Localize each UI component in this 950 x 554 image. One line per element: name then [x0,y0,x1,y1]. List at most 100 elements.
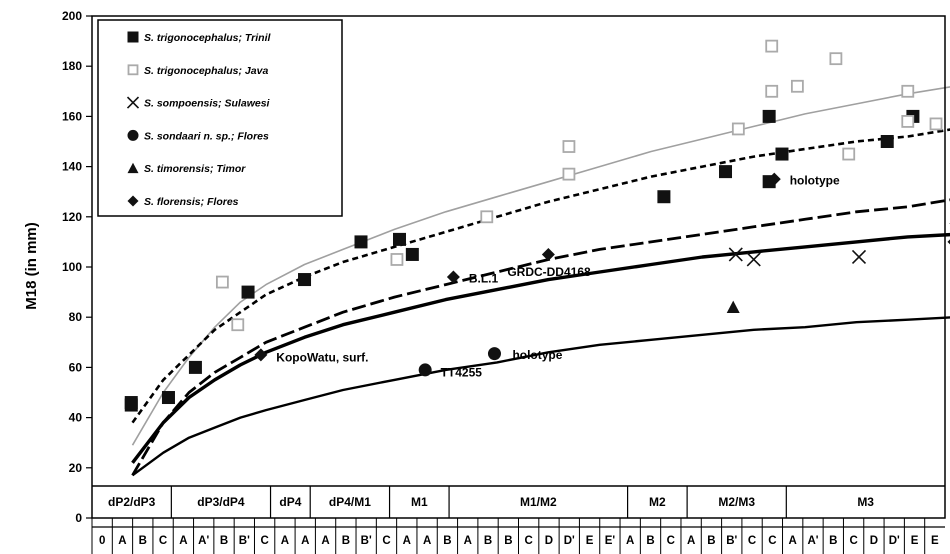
y-ticks: 0 20 40 60 80 100 120 140 160 180 200 [62,9,92,525]
stage-label: M2/M3 [718,495,755,509]
cross-point [728,247,743,262]
wear-stage-label: B [646,535,654,547]
wear-stage-label: A [687,535,695,547]
stage-label: M1/M2 [520,495,557,509]
open-square-point [790,79,804,93]
stage-label: dP4 [279,495,301,509]
y-tick-label: 0 [75,511,82,525]
curve-thick-solid [131,232,950,464]
wear-stage-label: A' [807,535,818,547]
curve-thin-gray [131,86,950,446]
annotation-label: TT4255 [441,365,483,379]
wear-stage-label: D [870,535,878,547]
wear-stage-label: C [667,535,675,547]
filled-square-point [762,109,776,123]
wear-stage-label: D' [889,535,900,547]
filled-square-point [298,273,312,287]
filled-square-point [405,247,419,261]
legend-marker-open-square [127,64,139,76]
y-tick-label: 180 [62,59,82,73]
wear-stage-label: C [748,535,756,547]
open-square-point [765,84,779,98]
wear-stage-label: B [220,535,228,547]
legend: S. trigonocephalus; Trinil S. trigonoceph… [97,19,343,217]
wear-stage-label: B [342,535,350,547]
wear-stage-label: C [159,535,167,547]
filled-square-point [393,232,407,246]
wear-stage-label: A [423,535,431,547]
wear-stage-label: D' [564,535,575,547]
wear-stage-label: D [545,535,553,547]
wear-stage-label: C [524,535,532,547]
annotation-label: holotype [512,348,562,362]
y-tick-label: 120 [62,210,82,224]
wear-stage-label: C [768,535,776,547]
stage-label: M3 [857,495,874,509]
legend-entry: S. sondaari n. sp.; Flores [144,130,269,142]
stage-label: dP4/M1 [329,495,371,509]
curve-medium-solid [131,316,950,477]
diamond-point [767,172,781,186]
wear-stage-label: E [586,535,594,547]
diamond-point [254,348,268,362]
wear-stage-label: A [179,535,187,547]
wear-stage-label: C [382,535,390,547]
open-square-point [562,140,576,153]
open-square-point [765,39,779,53]
annotations: KopoWatu, surf. TT4255 holotype B.L.1 GRDC-D… [276,173,840,379]
legend-entry: S. sompoensis; Sulawesi [144,98,271,110]
diamond-point [446,270,460,284]
open-square-point [562,167,576,181]
legend-entry: S. timorensis; Timor [144,163,246,175]
open-square-point [901,115,915,128]
filled-square-point [657,190,671,204]
open-square-point [215,275,229,289]
wear-stage-label: A [281,535,289,547]
open-square-point [231,318,245,332]
wear-stage-label: E' [605,535,616,547]
y-tick-label: 100 [62,260,82,274]
open-square-point [731,122,745,136]
y-tick-label: 80 [69,310,83,324]
open-square-point [480,210,494,224]
wear-stage-label: A [321,535,329,547]
legend-entry: S. trigonocephalus; Java [144,65,268,77]
y-tick-label: 160 [62,109,82,123]
wear-stage-label: B [484,535,492,547]
filled-square-point [241,285,255,299]
open-square-point [929,117,943,131]
curve-long-dash [131,198,950,477]
wear-stage-label: C [849,535,857,547]
wear-stage-label: B [504,535,512,547]
filled-square-point [161,391,175,405]
stage-label: dP3/dP4 [197,495,245,509]
wear-stage-label: B' [361,535,372,547]
open-square-point [390,253,404,266]
filled-square-point [880,135,894,148]
circle-point [418,363,432,377]
annotation-label: KopoWatu, surf. [276,350,368,364]
stage-row: dP2/dP3 dP3/dP4 dP4 dP4/M1 M1 M1/M2 M2 M2/M3 M3 [92,485,945,518]
y-axis-label: M18 (in mm) [23,222,40,310]
filled-square-point [188,360,202,374]
stage-label: M1 [411,495,428,509]
wear-stage-label: A' [198,535,209,547]
wear-stage-label: A [464,535,472,547]
wear-stage-label: A [626,535,634,547]
diamond-point [541,247,555,261]
wear-stage-label: B [443,535,451,547]
wear-stage-label: B' [726,535,737,547]
y-tick-label: 140 [62,160,82,174]
legend-box [97,19,343,217]
wear-stage-label: E [911,535,919,547]
wear-stage-label: C [260,535,268,547]
wear-stage-label: A [789,535,797,547]
filled-square-point [354,235,368,249]
open-square-point [829,52,843,66]
legend-entry: S. florensis; Flores [144,196,239,208]
stage-label: M2 [649,495,666,509]
y-tick-label: 20 [69,461,83,475]
wear-stage-label: E [931,535,939,547]
legend-marker-cross [126,96,140,109]
cross-point [746,252,761,267]
